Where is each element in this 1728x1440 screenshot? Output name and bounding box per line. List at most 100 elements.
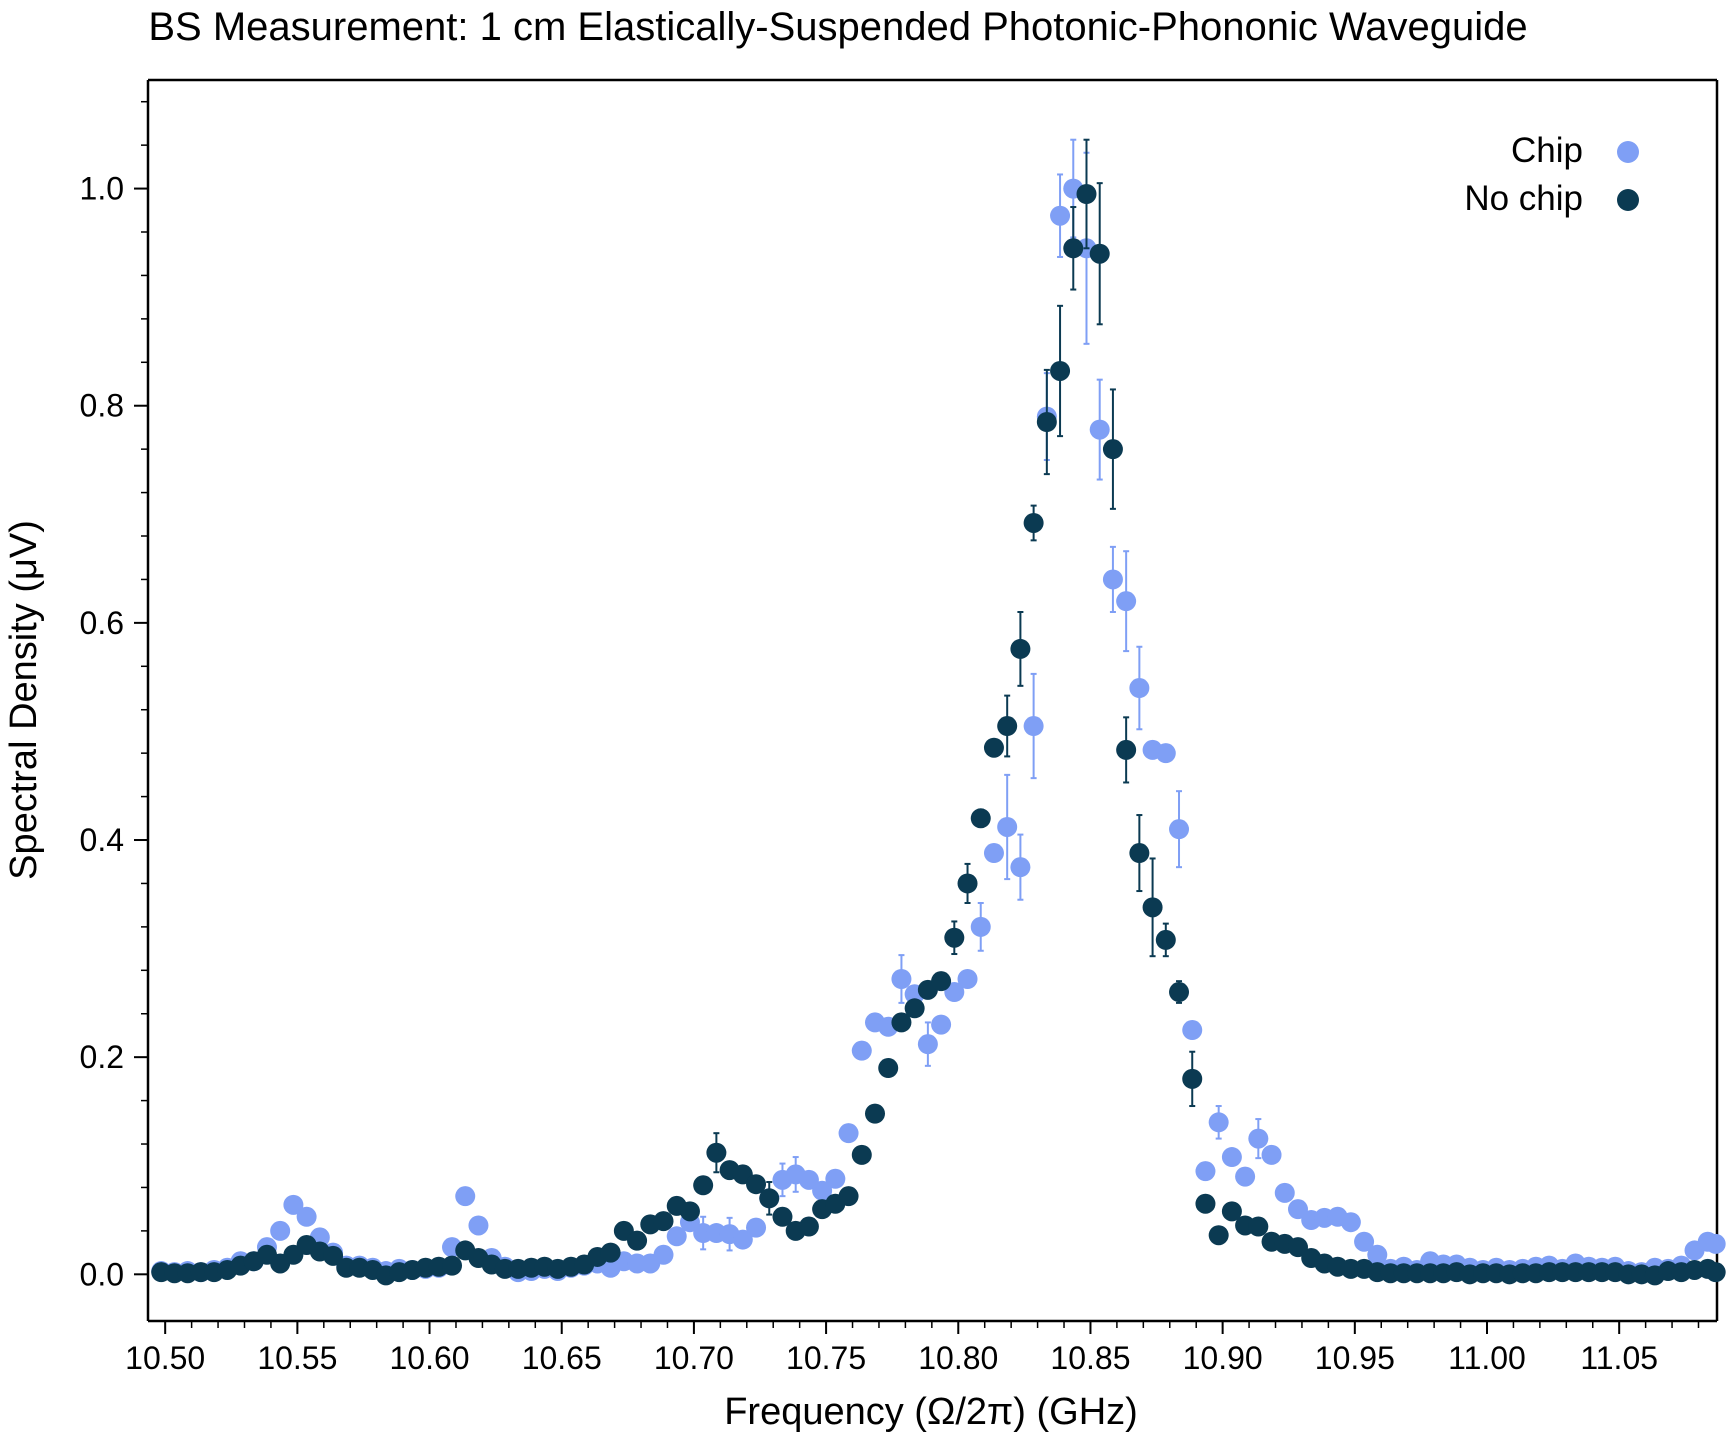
- data-point: [1155, 929, 1176, 950]
- data-point: [1287, 1237, 1308, 1258]
- legend: Chip No chip: [1464, 131, 1639, 218]
- x-tick-label: 10.80: [918, 1340, 998, 1376]
- data-point: [917, 1034, 938, 1055]
- data-point: [838, 1123, 859, 1144]
- data-point: [283, 1194, 304, 1215]
- data-point: [1208, 1225, 1229, 1246]
- data-point: [1023, 512, 1044, 533]
- y-tick-label: 0.8: [80, 388, 124, 424]
- data-point: [442, 1255, 463, 1276]
- data-point: [983, 843, 1004, 864]
- data-point: [455, 1186, 476, 1207]
- y-tick-label: 0.2: [80, 1039, 124, 1075]
- legend-marker-no-chip: [1617, 189, 1639, 211]
- data-point: [1116, 591, 1137, 612]
- data-point: [1248, 1216, 1269, 1237]
- data-point: [891, 968, 912, 989]
- legend-label-no-chip: No chip: [1464, 179, 1583, 218]
- data-point: [1155, 743, 1176, 764]
- data-point: [1705, 1262, 1726, 1283]
- data-point: [296, 1206, 317, 1227]
- data-point: [1142, 897, 1163, 918]
- y-tick-label: 0.0: [80, 1256, 124, 1292]
- data-point: [851, 1144, 872, 1165]
- data-point: [732, 1229, 753, 1250]
- data-point: [1182, 1068, 1203, 1089]
- x-tick-label: 11.00: [1448, 1340, 1526, 1376]
- y-tick-label: 1.0: [80, 171, 124, 207]
- data-point: [1354, 1231, 1375, 1252]
- data-point: [878, 1058, 899, 1079]
- data-point: [997, 716, 1018, 737]
- x-tick-label: 10.90: [1183, 1340, 1263, 1376]
- data-point: [1221, 1201, 1242, 1222]
- x-tick-label: 10.50: [125, 1340, 205, 1376]
- data-point: [653, 1211, 674, 1232]
- x-axis-title: Frequency (Ω/2π) (GHz): [724, 1391, 1138, 1433]
- data-point: [1287, 1199, 1308, 1220]
- data-point: [825, 1168, 846, 1189]
- data-point: [904, 998, 925, 1019]
- legend-label-chip: Chip: [1511, 131, 1583, 170]
- data-point: [1089, 419, 1110, 440]
- data-point: [1010, 857, 1031, 878]
- data-point: [1169, 819, 1190, 840]
- y-axis-title: Spectral Density (μV): [3, 520, 45, 880]
- data-point: [600, 1242, 621, 1263]
- data-point: [983, 737, 1004, 758]
- y-tick-label: 0.6: [80, 605, 124, 641]
- data-point: [746, 1174, 767, 1195]
- series-chip: [151, 138, 1726, 1283]
- legend-marker-chip: [1617, 141, 1639, 163]
- data-point: [323, 1245, 344, 1266]
- data-point: [1261, 1144, 1282, 1165]
- y-tick-label: 0.4: [80, 822, 124, 858]
- data-point: [1705, 1233, 1726, 1254]
- data-point: [627, 1230, 648, 1251]
- data-point: [706, 1142, 727, 1163]
- data-point: [798, 1216, 819, 1237]
- data-point: [693, 1175, 714, 1196]
- data-point: [1050, 205, 1071, 226]
- data-point: [1129, 843, 1150, 864]
- x-tick-label: 10.55: [257, 1340, 337, 1376]
- data-point: [468, 1215, 489, 1236]
- data-point: [679, 1201, 700, 1222]
- data-point: [1010, 638, 1031, 659]
- data-point: [997, 816, 1018, 837]
- data-point: [970, 808, 991, 829]
- data-point: [1195, 1193, 1216, 1214]
- data-point: [746, 1217, 767, 1238]
- data-point: [970, 916, 991, 937]
- data-point: [772, 1206, 793, 1227]
- data-point: [1050, 360, 1071, 381]
- data-point: [666, 1226, 687, 1247]
- x-tick-label: 10.60: [390, 1340, 470, 1376]
- series-no-chip: [151, 138, 1726, 1286]
- data-point: [944, 927, 965, 948]
- x-tick-label: 10.95: [1315, 1340, 1395, 1376]
- x-tick-label: 10.75: [786, 1340, 866, 1376]
- data-point: [1089, 243, 1110, 264]
- data-point: [1116, 739, 1137, 760]
- data-point: [1367, 1244, 1388, 1265]
- data-point: [1235, 1166, 1256, 1187]
- data-point: [1208, 1112, 1229, 1133]
- data-point: [891, 1012, 912, 1033]
- data-point: [1063, 238, 1084, 259]
- data-point: [851, 1040, 872, 1061]
- data-point: [1195, 1161, 1216, 1182]
- data-point: [653, 1244, 674, 1265]
- data-point: [1102, 439, 1123, 460]
- data-point: [1340, 1212, 1361, 1233]
- data-point: [1036, 412, 1057, 433]
- x-axis: 10.50 10.55 10.60 10.65 10.70 10.75 10.80 10.85…: [125, 1321, 1700, 1376]
- data-points: [151, 138, 1726, 1286]
- data-point: [798, 1169, 819, 1190]
- data-point: [1129, 678, 1150, 699]
- data-point: [957, 873, 978, 894]
- data-point: [1023, 716, 1044, 737]
- data-point: [1076, 184, 1097, 205]
- data-point: [759, 1188, 780, 1209]
- data-point: [1248, 1128, 1269, 1149]
